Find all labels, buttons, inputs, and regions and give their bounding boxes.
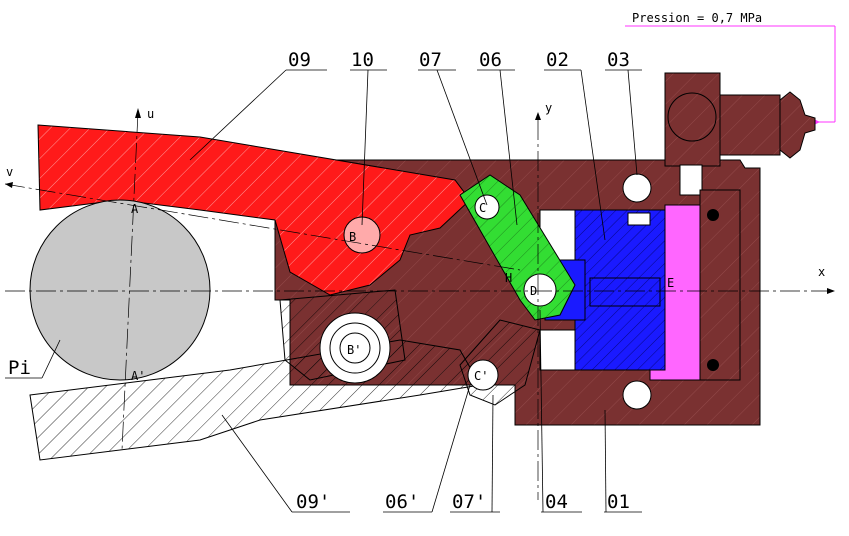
arm-09-prime xyxy=(29,289,481,461)
point-d: D xyxy=(530,284,537,298)
bottom-callouts xyxy=(5,309,642,513)
link-07-prime xyxy=(459,319,541,406)
label-02: 02 xyxy=(546,49,569,71)
point-b-prime: B' xyxy=(347,343,361,357)
label-06-prime: 06' xyxy=(385,491,419,513)
arm-09 xyxy=(37,124,471,296)
axis-x-label: x xyxy=(818,265,825,279)
label-pi: Pi xyxy=(8,357,31,379)
label-06: 06 xyxy=(479,49,502,71)
hydraulic-fitting xyxy=(664,72,816,196)
label-09: 09 xyxy=(288,49,311,71)
roller-pi xyxy=(29,199,211,381)
label-07: 07 xyxy=(419,49,442,71)
point-c: C xyxy=(479,201,486,215)
point-a: A xyxy=(131,202,139,216)
point-a-prime: A' xyxy=(131,369,145,383)
label-10: 10 xyxy=(351,49,374,71)
top-callouts xyxy=(189,69,642,241)
label-04: 04 xyxy=(545,491,568,513)
label-03: 03 xyxy=(607,49,630,71)
point-b: B xyxy=(349,230,356,244)
point-h: H xyxy=(505,271,512,285)
link-07 xyxy=(459,174,576,321)
axes xyxy=(4,108,835,500)
axis-u-label: u xyxy=(147,107,154,121)
label-01: 01 xyxy=(607,491,630,513)
end-cap xyxy=(699,189,741,381)
axis-v-label: v xyxy=(6,165,13,179)
label-07-prime: 07' xyxy=(452,491,486,513)
point-c-prime: C' xyxy=(474,369,488,383)
point-e: E xyxy=(667,276,674,290)
axis-y-label: y xyxy=(545,101,552,115)
label-09-prime: 09' xyxy=(296,491,330,513)
pressure-label: Pression = 0,7 MPa xyxy=(632,11,762,25)
